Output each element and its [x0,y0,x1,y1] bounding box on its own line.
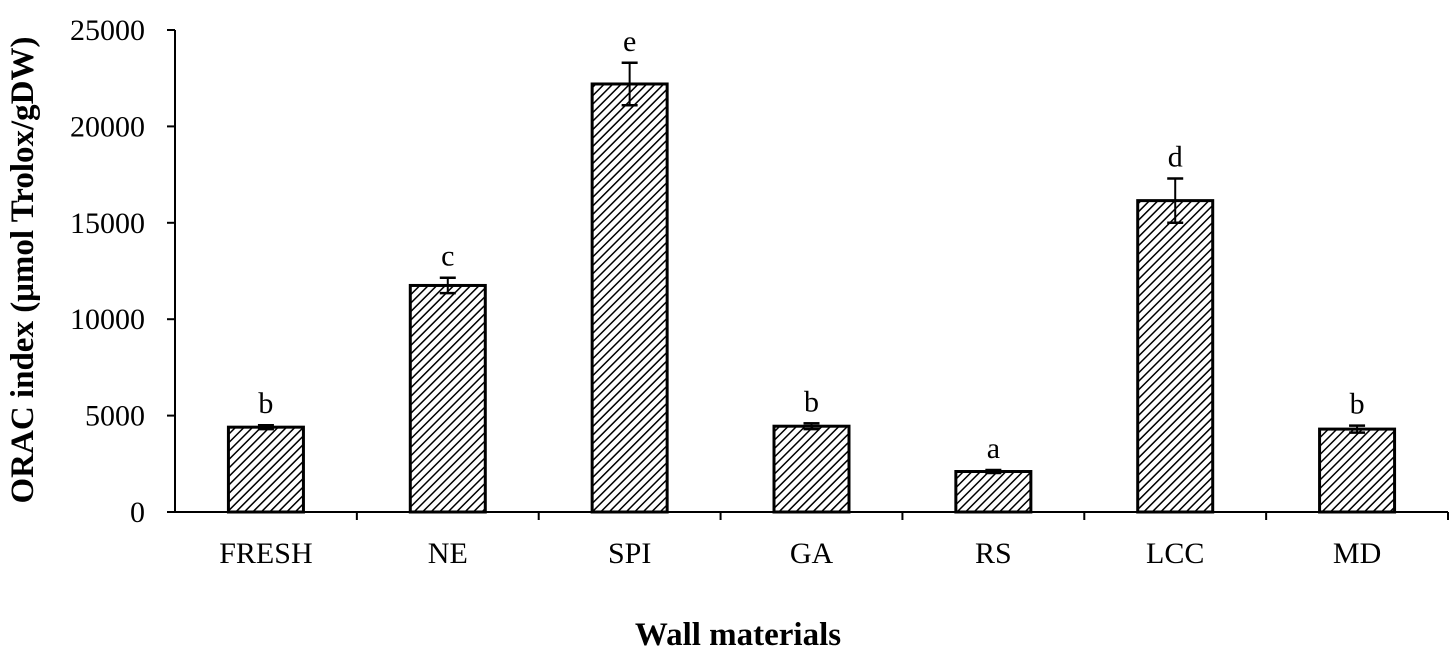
bar-rs [954,470,1033,514]
bar-ga [772,424,851,514]
significance-label-fresh: b [258,387,273,420]
bars [226,82,1397,514]
y-axis-title: ORAC index (μmol Trolox/gDW) [5,37,41,504]
y-tick-label: 0 [130,496,145,529]
category-label-rs: RS [975,537,1012,570]
category-label-ne: NE [428,537,468,570]
y-tick-label: 25000 [70,14,145,47]
bar-ne [408,283,487,514]
significance-label-md: b [1350,388,1365,421]
bar-md [1318,427,1397,514]
significance-label-rs: a [987,432,1000,465]
significance-label-ne: c [441,240,454,273]
bar-fresh [226,425,305,514]
error-bar-fresh [257,423,274,431]
error-bar-lcc [1167,177,1184,225]
category-label-lcc: LCC [1146,537,1204,570]
significance-labels: b c e b a d b [258,25,1364,465]
y-tick-label: 15000 [70,207,145,240]
error-bar-md [1349,424,1366,434]
significance-label-lcc: d [1168,140,1183,173]
y-tick-label: 10000 [70,303,145,336]
category-label-md: MD [1333,537,1381,570]
bar-lcc [1136,199,1215,514]
y-tick-label: 20000 [70,110,145,143]
category-label-ga: GA [790,537,834,570]
x-axis-title: Wall materials [635,617,841,646]
error-bar-ne [439,276,456,295]
bar-spi [590,82,669,514]
y-tick-label: 5000 [85,400,145,433]
category-label-fresh: FRESH [219,537,312,570]
error-bar-ga [803,422,820,431]
error-bar-rs [985,468,1002,475]
error-bars [257,61,1366,475]
category-labels: FRESH NE SPI GA RS LCC MD [219,537,1381,570]
y-axis-ticks: 0 5000 10000 15000 20000 25000 [70,14,175,529]
category-label-spi: SPI [608,537,651,570]
x-axis-ticks [355,512,1449,520]
significance-label-spi: e [623,25,636,58]
error-bar-spi [621,61,638,107]
significance-label-ga: b [804,385,819,418]
